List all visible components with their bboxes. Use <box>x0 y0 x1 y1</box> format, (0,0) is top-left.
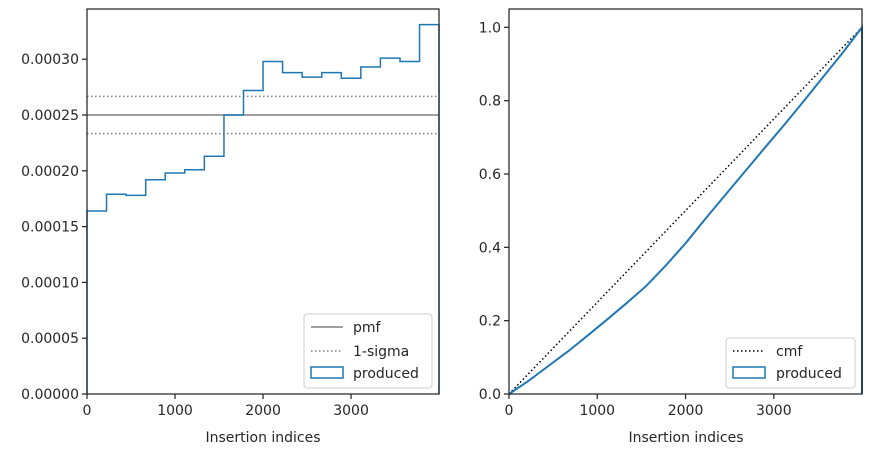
left-legend: pmf 1-sigma produced <box>303 313 433 389</box>
cmf-line <box>508 26 863 395</box>
right-legend-cmf-label: cmf <box>776 344 803 360</box>
left-y-tick-label: 0.00010 <box>21 275 79 291</box>
left-legend-pmf-label: pmf <box>353 320 382 336</box>
left-axes: 0 1000 2000 3000 0.00000 0.00005 0.00010 0.0001… <box>21 52 369 419</box>
right-x-axis-label: Insertion indices <box>628 430 743 446</box>
left-legend-sigma-label: 1-sigma <box>353 344 409 360</box>
right-y-tick-label: 1.0 <box>479 20 501 36</box>
right-legend-produced-label: produced <box>776 366 842 382</box>
left-y-tick-label: 0.00020 <box>21 164 79 180</box>
produced-histogram <box>86 23 440 394</box>
left-x-tick-label: 2000 <box>245 403 281 419</box>
right-x-tick-label: 2000 <box>668 403 704 419</box>
left-y-tick-label: 0.00025 <box>21 108 79 124</box>
left-y-tick-label: 0.00030 <box>21 52 79 68</box>
right-x-tick-label: 1000 <box>579 403 615 419</box>
left-plot-area <box>86 23 440 394</box>
right-x-tick-label: 3000 <box>756 403 792 419</box>
right-x-tick-label: 0 <box>505 403 514 419</box>
right-y-tick-label: 0.0 <box>479 387 501 403</box>
left-y-tick-label: 0.00005 <box>21 331 79 347</box>
right-y-tick-label: 0.8 <box>479 94 501 110</box>
left-y-tick-label: 0.00015 <box>21 220 79 236</box>
right-axes: 0 1000 2000 3000 0.0 0.2 0.4 0.6 0.8 1.0 <box>479 20 792 419</box>
right-y-tick-label: 0.6 <box>479 167 501 183</box>
left-x-tick-label: 1000 <box>157 403 193 419</box>
right-y-tick-label: 0.4 <box>479 240 501 256</box>
right-panel: 0 1000 2000 3000 0.0 0.2 0.4 0.6 0.8 1.0 Insertio… <box>479 8 863 446</box>
produced-cumulative-line <box>508 24 863 395</box>
left-legend-produced-swatch <box>310 366 344 379</box>
left-legend-produced-label: produced <box>353 366 419 382</box>
left-x-axis-label: Insertion indices <box>205 430 320 446</box>
right-axes-frame <box>508 8 863 395</box>
right-y-tick-label: 0.2 <box>479 314 501 330</box>
right-legend: cmf produced <box>725 337 856 389</box>
left-panel: 0 1000 2000 3000 0.00000 0.00005 0.00010 0.0001… <box>21 8 440 446</box>
left-x-tick-label: 0 <box>83 403 92 419</box>
left-legend-box <box>303 313 433 389</box>
left-y-tick-label: 0.00000 <box>21 387 79 403</box>
right-legend-produced-swatch <box>732 366 766 379</box>
right-plot-area <box>508 24 863 395</box>
left-x-tick-label: 3000 <box>333 403 369 419</box>
